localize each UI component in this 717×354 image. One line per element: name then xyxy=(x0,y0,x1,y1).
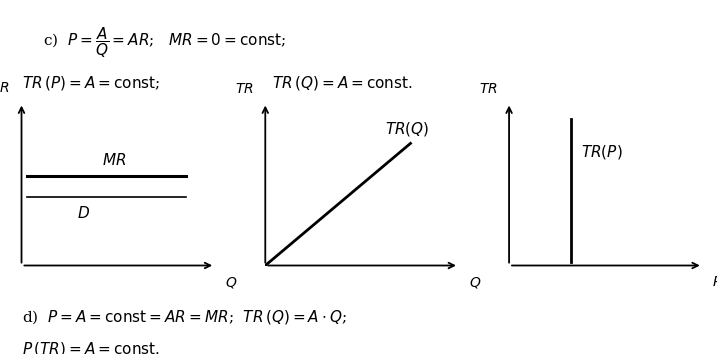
Text: $TR\,(Q) = A = \mathrm{const}$.: $TR\,(Q) = A = \mathrm{const}$. xyxy=(272,74,413,92)
Text: $P, MR$: $P, MR$ xyxy=(0,80,10,96)
Text: c)  $P = \dfrac{A}{Q} = AR$;   $MR = 0 = \mathrm{const}$;: c) $P = \dfrac{A}{Q} = AR$; $MR = 0 = \m… xyxy=(43,25,286,59)
Text: $Q$: $Q$ xyxy=(225,275,237,290)
Text: $TR$: $TR$ xyxy=(479,82,498,96)
Text: $TR(P)$: $TR(P)$ xyxy=(581,143,622,160)
Text: $D$: $D$ xyxy=(77,205,90,221)
Text: $TR(Q)$: $TR(Q)$ xyxy=(385,120,429,138)
Text: $P$: $P$ xyxy=(713,275,717,289)
Text: $Q$: $Q$ xyxy=(469,275,481,290)
Text: $TR\,(P) = A = \mathrm{const}$;: $TR\,(P) = A = \mathrm{const}$; xyxy=(22,74,160,92)
Text: $MR$: $MR$ xyxy=(103,152,127,168)
Text: d)  $P = A = \mathrm{const} = AR = MR$;  $TR\,(Q) = A \cdot Q$;: d) $P = A = \mathrm{const} = AR = MR$; $… xyxy=(22,308,346,326)
Text: $TR$: $TR$ xyxy=(235,82,254,96)
Text: $P\,(TR) = A = \mathrm{const}$.: $P\,(TR) = A = \mathrm{const}$. xyxy=(22,340,160,354)
